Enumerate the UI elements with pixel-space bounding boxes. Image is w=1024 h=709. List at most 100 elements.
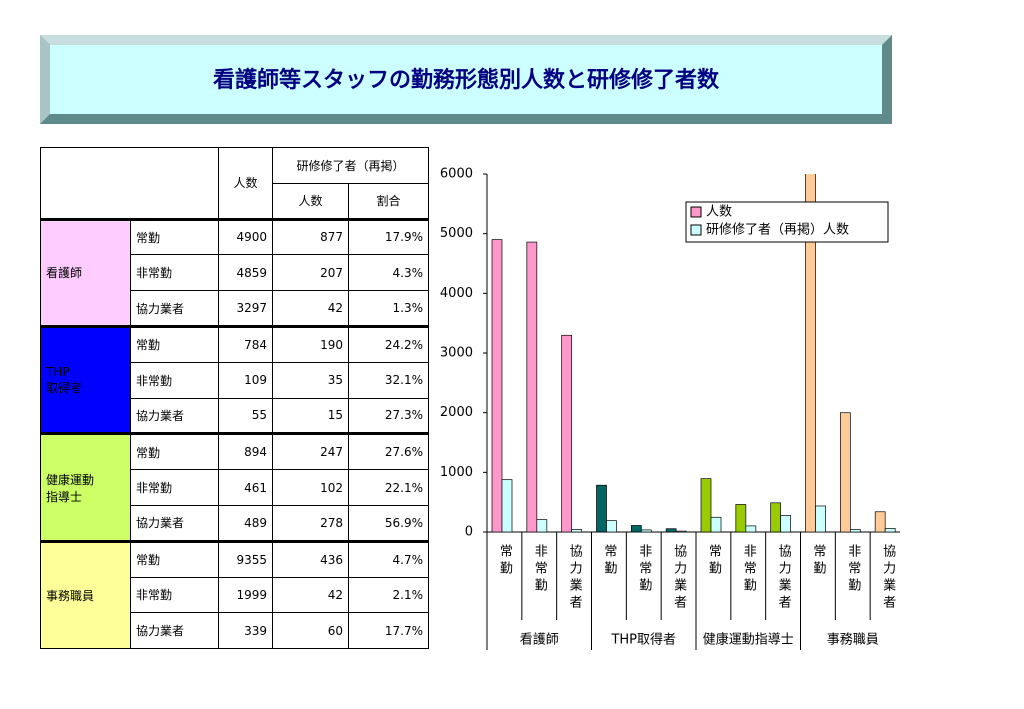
header: 割合 [348,182,429,220]
x-tick-label: 常勤 [706,544,722,578]
row: 事務職員 常勤 9355 436 4.7% [40,539,429,650]
y-tick-label: 3000 [440,346,473,361]
chart: 0 1000 2000 3000 4000 5000 6000 常勤 非常勤 協力業者 常勤 非常勤 協… [440,167,900,650]
cell: 42 [272,290,349,327]
bar [536,519,548,533]
bar [665,528,677,533]
cell: 常勤 [130,217,219,256]
group-label: 看護師 [40,217,131,327]
row: 健康運動 指導士 常勤 894 247 27.6% [40,432,429,542]
bar [849,529,861,533]
cell: 35 [272,361,349,399]
row: 協力業者 339 60 17.7% [41,612,429,650]
group-label: 健康運動 指導士 [40,432,131,542]
row: 非常勤 109 35 32.1% [41,361,429,399]
bar [884,528,896,533]
cell: 17.7% [348,612,429,650]
cell: 3297 [218,290,273,327]
bar [735,504,747,533]
bar [630,525,642,533]
cell: 42 [272,576,349,614]
x-tick-label: 協力業者 [567,544,583,612]
group-label: THP取得者 [610,632,676,648]
cell: 55 [218,397,273,435]
bar [606,520,617,533]
cell: 非常勤 [130,361,219,399]
cell: 24.2% [348,324,429,363]
row: 協力業者 489 278 56.9% [41,504,429,542]
cell: 436 [272,539,349,578]
cell: 22.1% [348,469,429,506]
y-tick-label: 0 [465,525,473,540]
bar [815,505,826,533]
bar [491,239,503,533]
group-label: 看護師 [520,632,559,648]
bar [526,241,538,533]
bevel [40,35,892,45]
x-tick-label: 非常勤 [636,544,652,595]
cell: 4.3% [348,254,429,292]
cell: 非常勤 [130,469,219,506]
cell: 協力業者 [130,290,219,327]
x-tick-label: 非常勤 [845,544,861,595]
title-banner: 看護師等スタッフの勤務形態別人数と研修修了者数 [40,35,892,124]
cell: 常勤 [130,432,219,471]
header: 研修修了者（再掲） [272,147,429,184]
header: 人数 [218,147,273,220]
cell: 877 [272,217,349,256]
bar [571,529,583,533]
cell: 協力業者 [130,397,219,435]
cell: 60 [272,612,349,650]
x-tick-label: 常勤 [601,544,617,578]
cell: 常勤 [130,324,219,363]
bar [839,412,851,533]
cell: 4.7% [348,539,429,578]
x-tick-label: 常勤 [810,544,826,578]
row: 協力業者 55 15 27.3% [41,397,429,435]
y-tick-label: 1000 [440,465,473,480]
cell: 2.1% [348,576,429,614]
bevel [40,35,50,124]
cell: 4900 [218,217,273,256]
y-tick-label: 6000 [440,167,473,182]
cell: 1999 [218,576,273,614]
cell: 56.9% [348,504,429,542]
group-label: 健康運動指導士 [703,632,794,648]
bar [675,530,687,533]
cell: 27.3% [348,397,429,435]
cell: 非常勤 [130,576,219,614]
cell: 339 [218,612,273,650]
cell: 109 [218,361,273,399]
row: 協力業者 3297 42 1.3% [41,290,429,327]
group-label: 事務職員 [40,539,131,650]
cell: 32.1% [348,361,429,399]
bar [745,525,757,533]
legend-swatch [690,206,702,218]
bar [501,479,513,533]
header: 人数 [272,182,349,220]
cell: 17.9% [348,217,429,256]
legend-box [685,201,889,243]
legend-swatch [690,224,702,236]
cell: 207 [272,254,349,292]
row: THP 取得者 常勤 784 190 24.2% [40,324,429,435]
row: 非常勤 4859 207 4.3% [41,254,429,292]
title: 看護師等スタッフの勤務形態別人数と研修修了者数 [213,67,720,93]
x-tick-label: 非常勤 [532,544,548,595]
y-tick-label: 5000 [440,226,473,241]
cell: 協力業者 [130,612,219,650]
cell: 894 [218,432,273,471]
row: 非常勤 1999 42 2.1% [41,576,429,614]
bar [561,334,573,533]
banner-face [50,45,882,114]
cell: 協力業者 [130,504,219,542]
cell: 489 [218,504,273,542]
cell: 1.3% [348,290,429,327]
cell: 190 [272,324,349,363]
x-tick-label: 協力業者 [880,544,896,612]
cell: 461 [218,469,273,506]
x-tick-label: 協力業者 [671,544,687,612]
x-tick-label: 協力業者 [776,544,792,612]
row: 非常勤 461 102 22.1% [41,469,429,506]
cell: 4859 [218,254,273,292]
